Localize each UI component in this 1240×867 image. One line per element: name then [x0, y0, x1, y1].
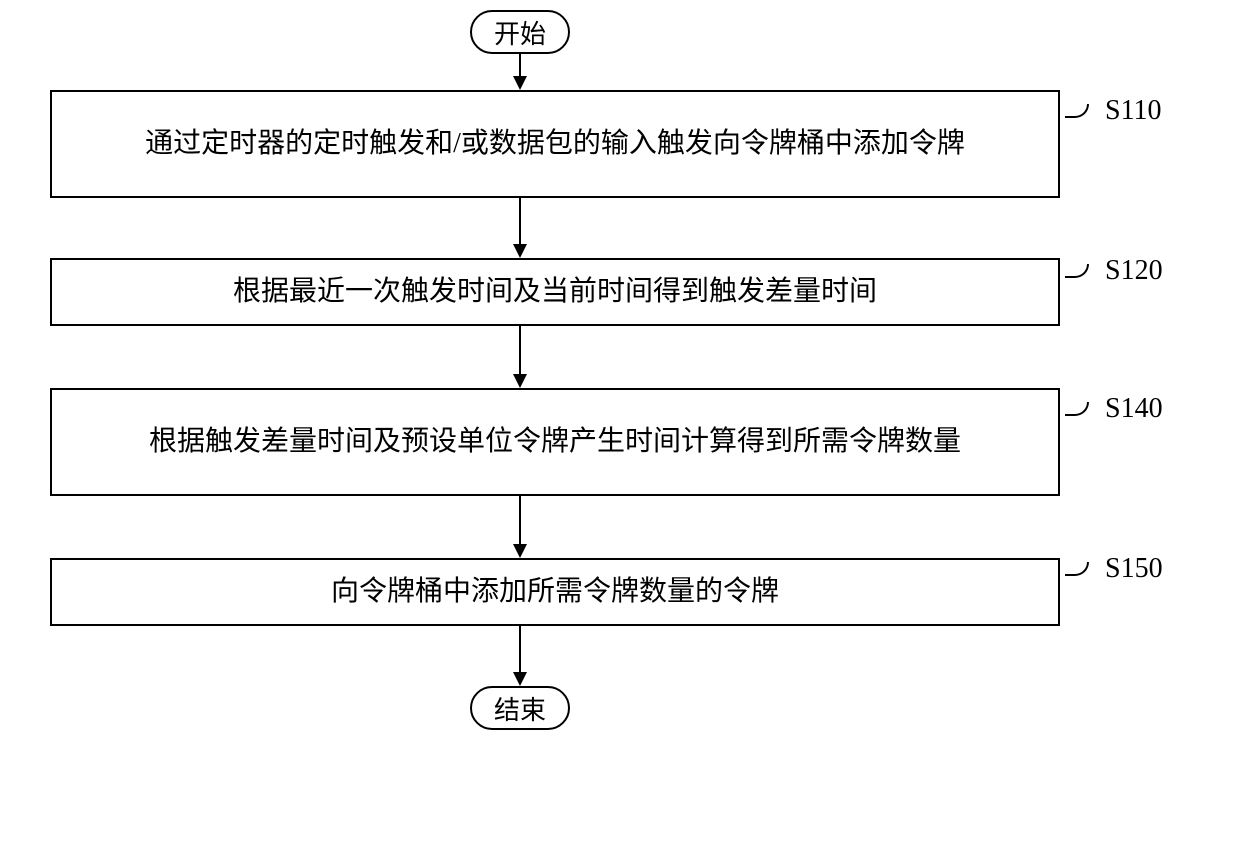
terminator-end-text: 结束: [494, 690, 546, 727]
arrowhead-s140-s150: [513, 544, 527, 558]
process-s120-text: 根据最近一次触发时间及当前时间得到触发差量时间: [233, 270, 877, 315]
label-tick-s120: [1065, 264, 1089, 278]
arrowhead-s110-s120: [513, 244, 527, 258]
process-s150-text: 向令牌桶中添加所需令牌数量的令牌: [331, 570, 779, 615]
edge-s150-end: [519, 626, 521, 672]
edge-s110-s120: [519, 198, 521, 244]
label-s110: S110: [1105, 95, 1162, 127]
process-s150: 向令牌桶中添加所需令牌数量的令牌: [50, 558, 1060, 626]
edge-s120-s140: [519, 326, 521, 374]
process-s110-text: 通过定时器的定时触发和/或数据包的输入触发向令牌桶中添加令牌: [145, 122, 965, 167]
process-s110: 通过定时器的定时触发和/或数据包的输入触发向令牌桶中添加令牌: [50, 90, 1060, 198]
arrowhead-s120-s140: [513, 374, 527, 388]
arrowhead-s150-end: [513, 672, 527, 686]
process-s140-text: 根据触发差量时间及预设单位令牌产生时间计算得到所需令牌数量: [149, 420, 961, 465]
terminator-start-text: 开始: [494, 14, 546, 51]
process-s120: 根据最近一次触发时间及当前时间得到触发差量时间: [50, 258, 1060, 326]
arrowhead-start-s110: [513, 76, 527, 90]
edge-s140-s150: [519, 496, 521, 544]
terminator-end: 结束: [470, 686, 570, 730]
terminator-start: 开始: [470, 10, 570, 54]
label-tick-s110: [1065, 104, 1089, 118]
process-s140: 根据触发差量时间及预设单位令牌产生时间计算得到所需令牌数量: [50, 388, 1060, 496]
label-tick-s140: [1065, 402, 1089, 416]
label-tick-s150: [1065, 562, 1089, 576]
label-s120: S120: [1105, 255, 1163, 287]
edge-start-s110: [519, 54, 521, 76]
label-s140: S140: [1105, 393, 1163, 425]
label-s150: S150: [1105, 553, 1163, 585]
